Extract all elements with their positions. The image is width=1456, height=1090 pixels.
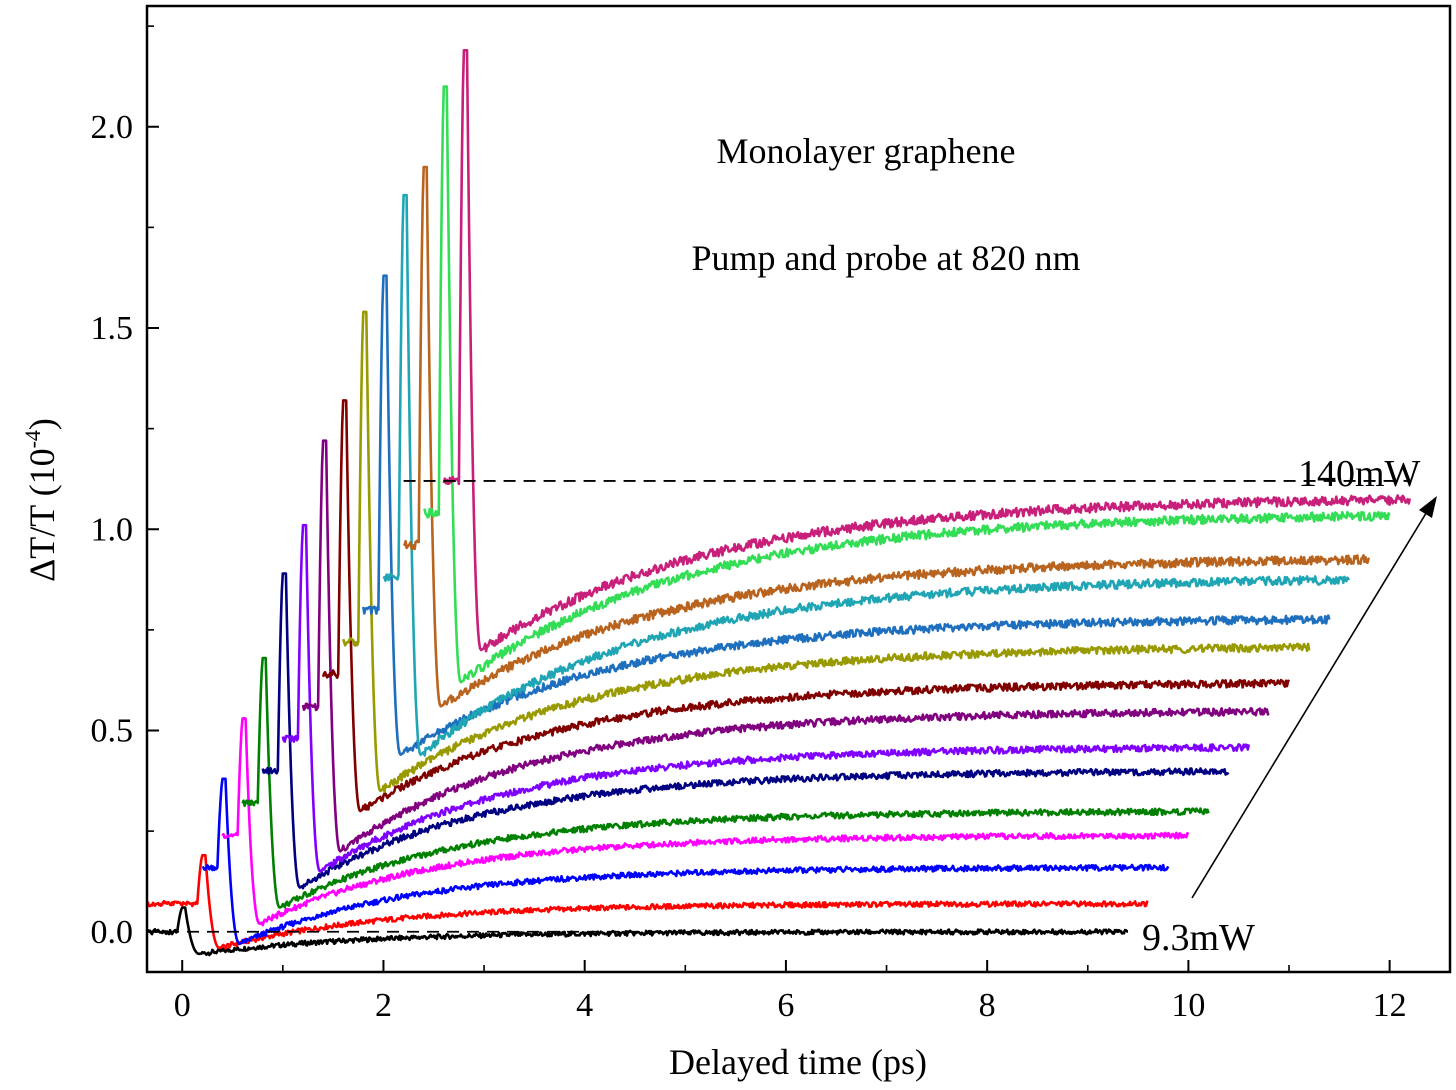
x-tick-label: 2 (375, 987, 392, 1024)
series-line-14 (422, 85, 1391, 684)
series-line-6 (261, 572, 1230, 890)
y-axis-label-exponent: -4 (20, 430, 45, 448)
series-line-11 (362, 274, 1331, 756)
y-tick-label: 1.5 (91, 310, 134, 347)
series-line-8 (301, 439, 1270, 853)
series-line-9 (321, 399, 1291, 813)
label-low-power: 9.3mW (1142, 917, 1255, 959)
x-tick-label: 12 (1373, 987, 1407, 1024)
x-tick-label: 8 (979, 987, 996, 1024)
series-line-4 (221, 717, 1190, 927)
power-arrow-head (1419, 496, 1437, 518)
x-tick-label: 0 (174, 987, 191, 1024)
label-high-power: 140mW (1298, 453, 1421, 495)
y-axis-label-close: ) (22, 418, 62, 430)
series-line-15 (442, 49, 1412, 653)
x-tick-label: 10 (1171, 987, 1205, 1024)
x-axis-label: Delayed time (ps) (669, 1042, 927, 1082)
x-tick-label: 4 (576, 987, 593, 1024)
series-line-12 (382, 193, 1350, 757)
plot-frame (145, 4, 1452, 974)
series-line-10 (341, 310, 1311, 793)
x-tick-label: 6 (777, 987, 794, 1024)
y-tick-label: 0.5 (91, 713, 134, 750)
x-axis-ticks: 0 2 4 6 8 10 12 (174, 960, 1407, 1024)
series-line-5 (241, 656, 1210, 909)
series-group (145, 49, 1412, 957)
series-line-13 (402, 165, 1371, 708)
dashed-reference-lines (147, 480, 1410, 933)
y-axis-label: ΔT/T (10-4) (20, 418, 62, 582)
series-line-3 (202, 777, 1170, 946)
series-line-7 (281, 523, 1251, 873)
y-tick-label: 2.0 (91, 109, 134, 146)
annotation-sample: Monolayer graphene (717, 131, 1016, 171)
y-tick-label: 0.0 (91, 914, 134, 951)
series-line-2 (146, 854, 1149, 950)
annotation-wavelength: Pump and probe at 820 nm (692, 238, 1081, 278)
y-axis-ticks: 0.0 0.5 1.0 1.5 2.0 (91, 25, 159, 951)
y-tick-label: 1.0 (91, 511, 134, 548)
power-arrow-shaft (1191, 509, 1429, 899)
